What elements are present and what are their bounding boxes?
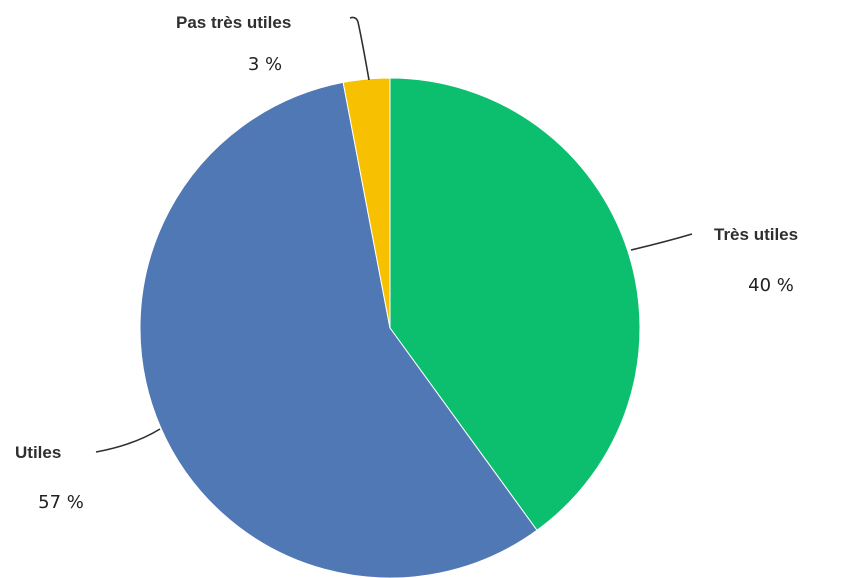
slice-value-utiles: 57 % bbox=[38, 492, 84, 513]
slice-label-tres-utiles: Très utiles bbox=[714, 225, 798, 244]
leader-line-tres-utiles bbox=[630, 233, 693, 251]
pie-slice-tres-utiles bbox=[389, 77, 641, 531]
pie-slice-pas-tres-utiles bbox=[342, 77, 391, 329]
leader-line-utiles bbox=[95, 428, 161, 453]
slice-value-pas-tres-utiles: 3 % bbox=[248, 54, 282, 75]
slice-label-pas-tres-utiles: Pas très utiles bbox=[176, 13, 291, 32]
slice-label-utiles: Utiles bbox=[15, 443, 61, 462]
slice-value-tres-utiles: 40 % bbox=[748, 275, 794, 296]
leader-line-pas-tres-utiles bbox=[349, 16, 370, 81]
pie-slice-utiles bbox=[139, 81, 538, 578]
